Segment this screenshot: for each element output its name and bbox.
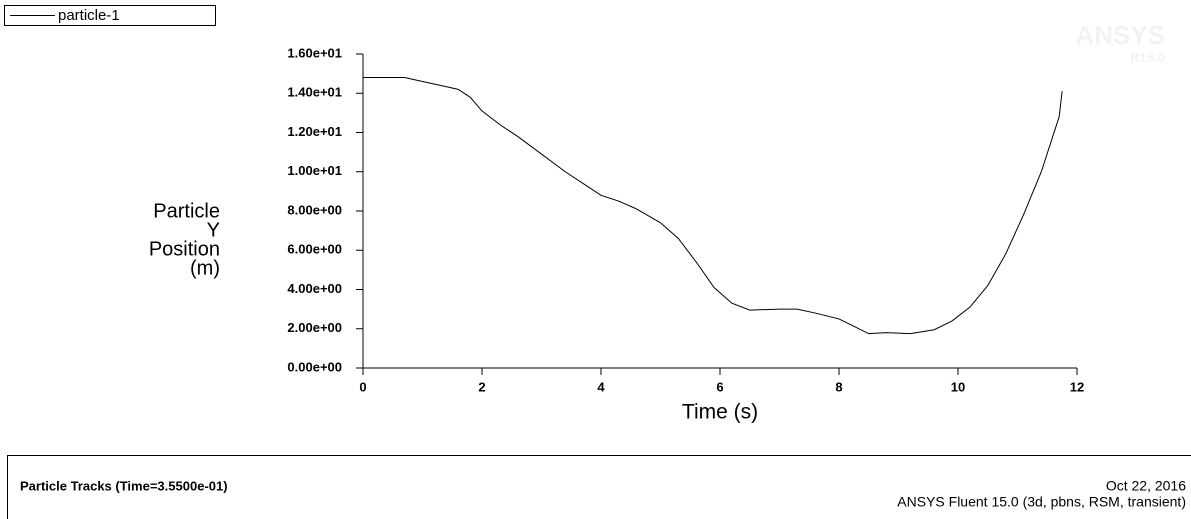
y-axis-label: Y <box>207 219 220 241</box>
x-tick-label: 2 <box>478 379 485 394</box>
legend-label: particle-1 <box>58 7 120 24</box>
y-axis-label: (m) <box>190 257 220 279</box>
y-tick-label: 1.20e+01 <box>287 124 342 139</box>
legend-box <box>4 5 216 26</box>
x-tick-label: 4 <box>597 379 605 394</box>
y-axis-label: Particle <box>153 200 220 222</box>
y-tick-label: 6.00e+00 <box>287 242 342 257</box>
watermark-version: R15.0 <box>1130 50 1165 65</box>
y-tick-label: 1.00e+01 <box>287 163 342 178</box>
footer-box <box>7 455 1191 519</box>
x-tick-label: 8 <box>835 379 842 394</box>
data-line <box>363 77 1063 335</box>
x-axis-label: Time (s) <box>682 401 758 424</box>
y-tick-label: 2.00e+00 <box>287 320 342 335</box>
footer-info: ANSYS Fluent 15.0 (3d, pbns, RSM, transi… <box>897 494 1186 510</box>
watermark-logo: ANSYS <box>1075 20 1165 50</box>
footer-date: Oct 22, 2016 <box>1106 478 1186 494</box>
y-axis-label: Position <box>149 238 220 260</box>
x-tick-label: 6 <box>716 379 723 394</box>
y-tick-label: 0.00e+00 <box>287 359 342 374</box>
y-tick-label: 4.00e+00 <box>287 281 342 296</box>
y-tick-label: 8.00e+00 <box>287 202 342 217</box>
x-tick-label: 0 <box>359 379 366 394</box>
y-tick-label: 1.60e+01 <box>287 45 342 60</box>
x-tick-label: 10 <box>951 379 965 394</box>
footer-title: Particle Tracks (Time=3.5500e-01) <box>20 478 228 493</box>
y-tick-label: 1.40e+01 <box>287 85 342 100</box>
x-tick-label: 12 <box>1070 379 1084 394</box>
